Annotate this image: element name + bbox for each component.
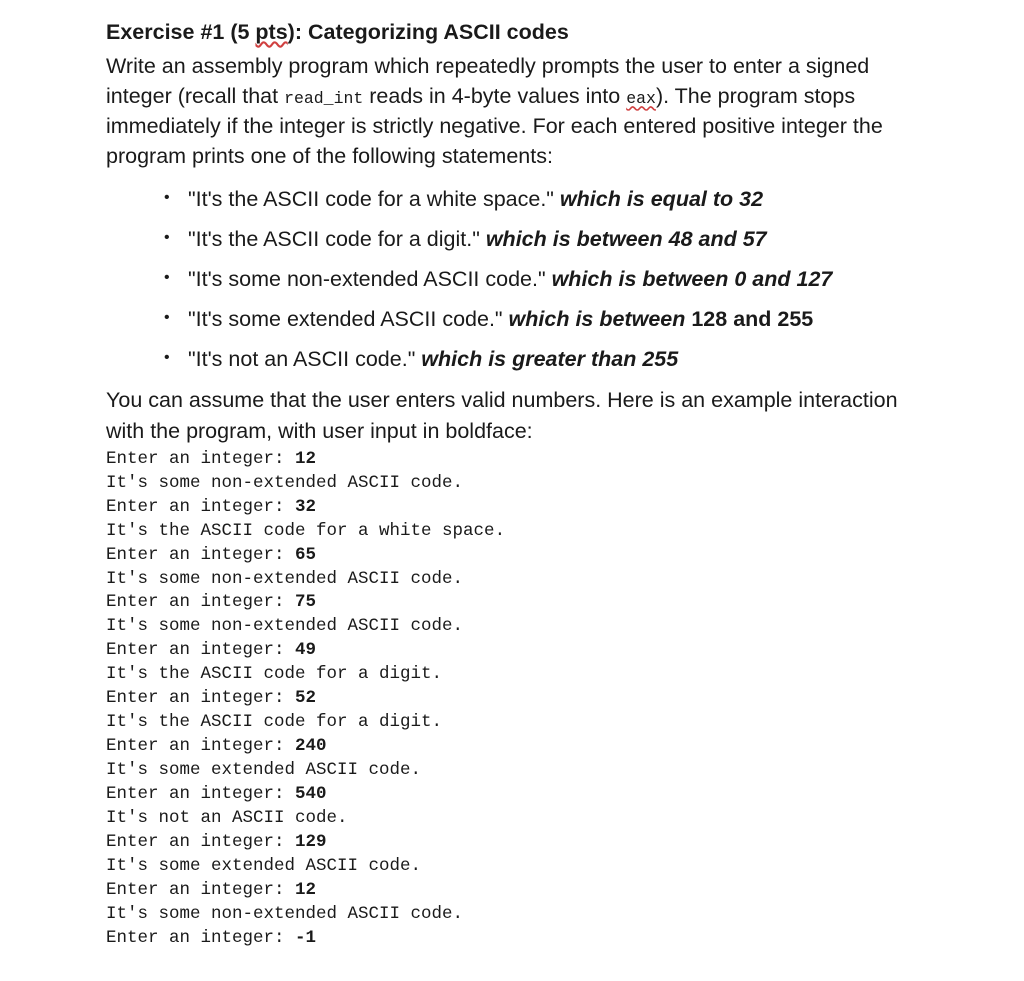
terminal-output-line: It's some non-extended ASCII code. [106,472,924,496]
exercise-heading: Exercise #1 (5 pts): Categorizing ASCII … [106,18,924,47]
bullet-condition-italic: which is equal to 32 [554,187,763,211]
bullet-quote: "It's the ASCII code for a white space." [188,187,554,211]
terminal-user-input: 12 [295,880,316,900]
terminal-prompt-line: Enter an integer: 540 [106,783,924,807]
terminal-prompt-text: Enter an integer: [106,928,295,948]
list-item: "It's the ASCII code for a digit." which… [164,225,924,254]
terminal-output-line: It's some non-extended ASCII code. [106,903,924,927]
terminal-prompt-text: Enter an integer: [106,592,295,612]
terminal-prompt-text: Enter an integer: [106,736,295,756]
terminal-prompt-text: Enter an integer: [106,449,295,469]
bullet-condition-italic: which is between 0 and 127 [546,267,833,291]
terminal-user-input: -1 [295,928,316,948]
terminal-prompt-line: Enter an integer: 65 [106,544,924,568]
list-item: "It's not an ASCII code." which is great… [164,345,924,374]
bullet-condition-plain: 128 and 255 [685,307,813,331]
terminal-output-line: It's some extended ASCII code. [106,855,924,879]
bullet-list: "It's the ASCII code for a white space."… [106,185,924,374]
bullet-quote: "It's some non-extended ASCII code." [188,267,546,291]
terminal-output-line: It's some non-extended ASCII code. [106,568,924,592]
bullet-condition-italic: which is between [503,307,686,331]
terminal-output-line: It's the ASCII code for a digit. [106,711,924,735]
terminal-prompt-line: Enter an integer: 240 [106,735,924,759]
heading-suffix: ): Categorizing ASCII codes [288,20,569,44]
terminal-output-line: It's some extended ASCII code. [106,759,924,783]
terminal-prompt-text: Enter an integer: [106,497,295,517]
terminal-prompt-text: Enter an integer: [106,832,295,852]
list-item: "It's some extended ASCII code." which i… [164,305,924,334]
terminal-output-line: It's the ASCII code for a digit. [106,663,924,687]
example-intro-paragraph: You can assume that the user enters vali… [106,385,924,445]
terminal-prompt-line: Enter an integer: 12 [106,879,924,903]
intro-text-2: reads in 4-byte values into [363,84,626,108]
terminal-user-input: 49 [295,640,316,660]
terminal-prompt-line: Enter an integer: 32 [106,496,924,520]
bullet-quote: "It's the ASCII code for a digit." [188,227,480,251]
terminal-output: Enter an integer: 12It's some non-extend… [106,448,924,951]
terminal-prompt-text: Enter an integer: [106,880,295,900]
code-read-int: read_int [284,89,363,108]
heading-pts: pts [255,20,287,44]
list-item: "It's the ASCII code for a white space."… [164,185,924,214]
terminal-user-input: 32 [295,497,316,517]
terminal-prompt-text: Enter an integer: [106,640,295,660]
terminal-prompt-line: Enter an integer: 129 [106,831,924,855]
terminal-user-input: 75 [295,592,316,612]
terminal-user-input: 52 [295,688,316,708]
terminal-prompt-text: Enter an integer: [106,688,295,708]
terminal-user-input: 129 [295,832,327,852]
code-eax: eax [626,89,656,108]
bullet-condition-italic: which is between 48 and 57 [480,227,767,251]
terminal-output-line: It's some non-extended ASCII code. [106,615,924,639]
bullet-condition-italic: which is greater than 255 [415,347,678,371]
list-item: "It's some non-extended ASCII code." whi… [164,265,924,294]
bullet-quote: "It's some extended ASCII code." [188,307,503,331]
terminal-output-line: It's the ASCII code for a white space. [106,520,924,544]
terminal-user-input: 12 [295,449,316,469]
terminal-prompt-line: Enter an integer: 12 [106,448,924,472]
terminal-user-input: 240 [295,736,327,756]
terminal-user-input: 540 [295,784,327,804]
terminal-prompt-line: Enter an integer: 75 [106,591,924,615]
terminal-prompt-text: Enter an integer: [106,545,295,565]
exercise-document: Exercise #1 (5 pts): Categorizing ASCII … [0,0,1024,981]
intro-paragraph: Write an assembly program which repeated… [106,51,924,171]
terminal-prompt-line: Enter an integer: 49 [106,639,924,663]
heading-prefix: Exercise #1 (5 [106,20,255,44]
terminal-prompt-text: Enter an integer: [106,784,295,804]
terminal-prompt-line: Enter an integer: -1 [106,927,924,951]
terminal-prompt-line: Enter an integer: 52 [106,687,924,711]
bullet-quote: "It's not an ASCII code." [188,347,415,371]
terminal-user-input: 65 [295,545,316,565]
terminal-output-line: It's not an ASCII code. [106,807,924,831]
